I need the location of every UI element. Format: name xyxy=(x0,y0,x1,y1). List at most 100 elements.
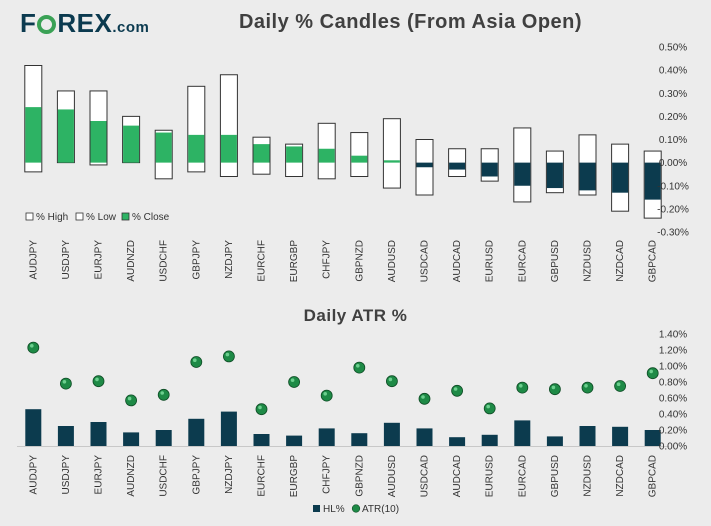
atr-point-highlight xyxy=(551,385,556,390)
candles-legend-swatch xyxy=(25,212,34,221)
atr-y-tick: 0.40% xyxy=(659,410,687,421)
hl-bar xyxy=(481,434,498,446)
atr-point-highlight xyxy=(160,391,164,395)
atr-category-label: AUDCAD xyxy=(452,455,463,497)
candle-close-bar xyxy=(579,162,596,191)
candles-legend-label: % Low xyxy=(86,212,117,223)
candle-close-bar xyxy=(416,162,433,168)
candles-category-label: AUDCAD xyxy=(452,240,463,282)
atr-category-label: CHFJPY xyxy=(322,455,333,494)
candles-y-tick: -0.20% xyxy=(657,204,689,215)
candles-y-tick: 0.00% xyxy=(659,158,687,169)
candle-close-bar xyxy=(514,162,531,186)
atr-category-label: EURCHF xyxy=(257,455,268,497)
atr-category-label: USDCAD xyxy=(420,455,431,497)
candles-category-label: EURJPY xyxy=(94,240,105,280)
atr-point xyxy=(451,384,464,397)
candles-category-label: USDCHF xyxy=(159,240,170,282)
forex-logo: F REX.com xyxy=(20,8,150,38)
candle-close-bar xyxy=(25,107,42,163)
atr-category-label: USDCHF xyxy=(159,455,170,497)
atr-category-label: AUDNZD xyxy=(126,455,137,497)
atr-point xyxy=(516,381,529,394)
atr-point xyxy=(614,380,626,392)
candles-y-tick: 0.20% xyxy=(659,112,687,123)
atr-point xyxy=(125,394,138,407)
candle-close-bar xyxy=(612,162,629,193)
atr-point-highlight xyxy=(258,405,262,410)
candle-close-bar xyxy=(351,155,368,163)
candle-close-bar xyxy=(155,132,172,163)
hl-bar xyxy=(220,411,237,446)
atr-category-label: NZDUSD xyxy=(583,455,594,497)
atr-y-tick: 1.40% xyxy=(659,330,687,341)
candles-category-label: NZDCAD xyxy=(615,240,626,282)
hl-bar xyxy=(612,426,629,446)
atr-point xyxy=(320,389,333,402)
hl-bar xyxy=(546,436,563,446)
atr-point xyxy=(549,383,561,396)
candle-close-bar xyxy=(481,162,498,177)
candle-close-bar xyxy=(644,162,661,200)
candles-category-label: EURGBP xyxy=(289,240,300,283)
atr-point-highlight xyxy=(616,382,621,387)
atr-category-label: AUDUSD xyxy=(387,455,398,497)
atr-point xyxy=(157,388,170,401)
hl-bar xyxy=(416,428,433,446)
candle-range-box xyxy=(382,118,401,189)
atr-point xyxy=(222,350,235,363)
candles-category-label: EURCHF xyxy=(257,240,268,282)
candles-y-tick: 0.10% xyxy=(659,135,687,146)
atr-legend-label-hl: HL% xyxy=(323,504,345,515)
atr-y-tick: 0.60% xyxy=(659,394,687,405)
atr-point-highlight xyxy=(323,392,328,396)
atr-y-tick: 0.20% xyxy=(659,426,687,437)
candle-close-bar xyxy=(546,162,563,189)
atr-legend-swatch-atr xyxy=(351,504,361,513)
atr-point-highlight xyxy=(356,364,360,368)
candles-category-label: EURCAD xyxy=(517,240,528,282)
candles-y-tick: 0.50% xyxy=(659,43,687,54)
hl-bar xyxy=(579,426,596,446)
hl-bar xyxy=(90,422,107,446)
candle-close-bar xyxy=(286,146,303,163)
hl-bar xyxy=(351,433,368,446)
atr-point xyxy=(418,392,431,405)
candle-close-bar xyxy=(253,144,270,163)
candles-legend-swatch xyxy=(121,212,130,221)
candles-category-label: NZDJPY xyxy=(224,240,235,279)
atr-point-highlight xyxy=(649,369,653,374)
hl-bar xyxy=(644,430,661,446)
atr-point-highlight xyxy=(421,395,425,399)
candle-close-bar xyxy=(383,160,400,163)
atr-point xyxy=(483,402,496,415)
hl-bar xyxy=(155,430,172,446)
hl-bar xyxy=(449,437,466,446)
candles-category-label: EURUSD xyxy=(485,240,496,282)
atr-point xyxy=(288,376,301,388)
atr-category-label: AUDJPY xyxy=(28,455,39,495)
logo-o-ring-icon xyxy=(37,15,57,34)
atr-point-highlight xyxy=(95,377,99,382)
hl-bar xyxy=(318,428,335,446)
atr-y-tick: 0.80% xyxy=(659,378,687,389)
atr-category-label: GBPNZD xyxy=(354,455,365,497)
atr-point xyxy=(60,377,72,390)
candle-close-bar xyxy=(188,134,205,163)
candles-legend-swatch xyxy=(75,212,84,221)
atr-category-label: EURUSD xyxy=(485,455,496,497)
candles-category-label: GBPNZD xyxy=(354,240,365,282)
hl-bar xyxy=(253,434,270,446)
atr-category-label: NZDJPY xyxy=(224,455,235,494)
atr-point-highlight xyxy=(62,380,67,384)
atr-point-highlight xyxy=(193,358,197,363)
candles-category-label: CHFJPY xyxy=(322,240,333,279)
atr-legend-swatch-hl xyxy=(313,505,320,512)
candles-y-tick: 0.40% xyxy=(659,66,687,77)
atr-y-tick: 1.00% xyxy=(659,362,687,373)
atr-category-label: GBPCAD xyxy=(648,455,659,497)
atr-category-label: EURCAD xyxy=(517,455,528,497)
hl-bar xyxy=(25,409,42,446)
